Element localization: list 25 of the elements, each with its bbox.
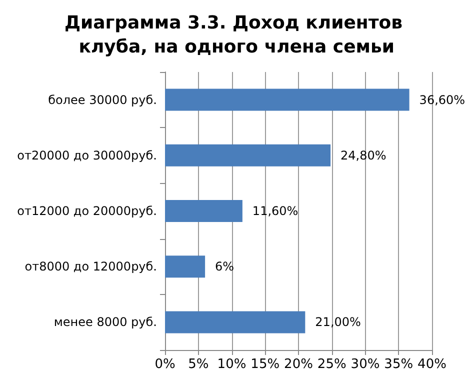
bar: [165, 144, 331, 166]
y-tick-label: менее 8000 руб.: [54, 315, 157, 330]
data-label: 11,60%: [252, 204, 298, 218]
data-label: 24,80%: [340, 148, 386, 162]
bar: [165, 88, 410, 111]
data-label: 21,00%: [315, 315, 361, 330]
x-tick-label: 0%: [154, 357, 176, 372]
x-tick-label: 40%: [418, 357, 446, 372]
x-tick-label: 30%: [350, 357, 380, 372]
y-tick-label: от20000 до 30000руб.: [17, 148, 157, 162]
bar: [165, 256, 206, 278]
data-label: 36,60%: [419, 92, 466, 107]
x-tick-label: 25%: [317, 357, 346, 372]
y-tick-label: более 30000 руб.: [48, 92, 157, 107]
x-tick-label: 15%: [250, 357, 280, 372]
data-label: 6%: [215, 260, 234, 274]
x-tick-label: 5%: [188, 357, 209, 372]
y-tick-label: от12000 до 20000руб.: [17, 204, 157, 218]
y-tick-label: от8000 до 12000руб.: [24, 260, 157, 274]
x-tick-label: 10%: [217, 357, 246, 372]
bar: [165, 200, 242, 222]
chart-title: Диаграмма 3.3. Доход клиентов клуба, на одного члена семьи: [64, 12, 403, 58]
x-tick-label: 20%: [284, 357, 313, 372]
bar: [165, 311, 306, 334]
x-tick-label: 35%: [384, 357, 414, 372]
